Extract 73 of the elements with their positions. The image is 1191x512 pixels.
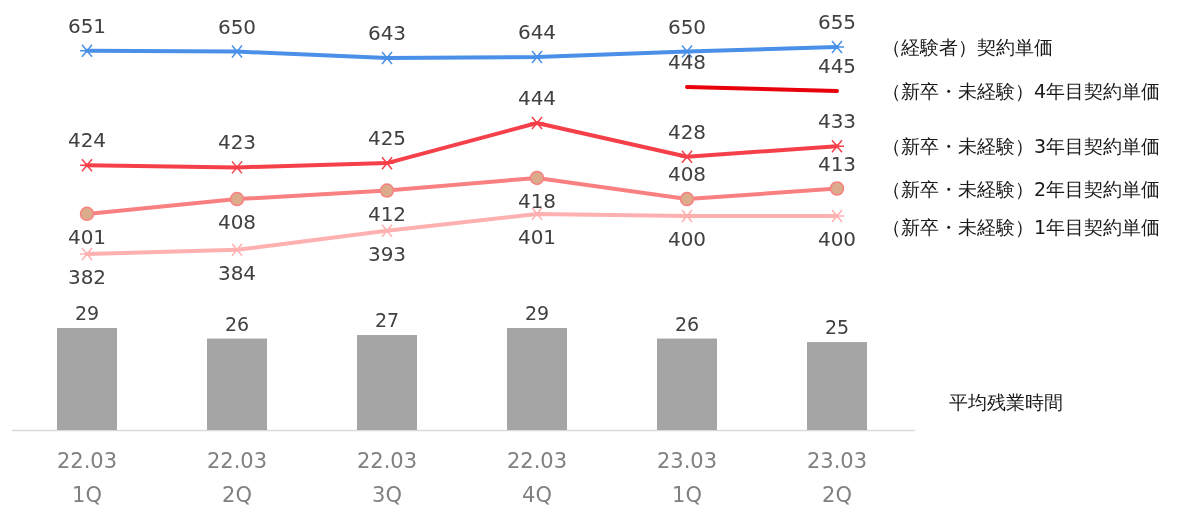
data-label: 26: [674, 312, 700, 335]
data-label: 644: [517, 20, 557, 45]
bar: [807, 342, 867, 430]
data-label: 382: [67, 265, 107, 289]
data-label: 408: [667, 162, 707, 187]
text: （新卒・未経験）4年目契約単価: [882, 80, 1161, 102]
data-label: 655: [817, 10, 857, 34]
point: [379, 183, 395, 198]
bar: [657, 338, 717, 430]
bar: [57, 328, 117, 430]
point: [679, 209, 695, 223]
data-label: 27: [374, 309, 400, 332]
data-label: 413: [817, 151, 857, 176]
x-tick-label: 22.03 2Q: [206, 449, 268, 507]
data-label: 425: [367, 126, 407, 151]
point: [529, 207, 545, 221]
data-label: 448: [667, 50, 707, 74]
bar: [507, 328, 567, 430]
data-label: 423: [217, 130, 257, 155]
point: [379, 224, 395, 238]
data-label: 25: [824, 316, 850, 339]
data-label: 26: [224, 312, 250, 335]
point: [379, 156, 395, 170]
point: [829, 181, 845, 196]
text: （新卒・未経験）2年目契約単価: [882, 177, 1161, 200]
text: （新卒・未経験）1年目契約単価: [882, 215, 1161, 238]
bar: [357, 335, 417, 430]
point: [529, 50, 545, 64]
point: [379, 51, 395, 65]
point: [679, 191, 695, 207]
data-label: 643: [367, 21, 407, 45]
data-label: 650: [217, 14, 257, 39]
data-label: 651: [67, 13, 107, 38]
series-label: （経験者）契約単価: [882, 36, 1053, 58]
text: 平均残業時間: [949, 391, 1063, 414]
data-label: 401: [517, 224, 557, 249]
data-label: 29: [524, 302, 550, 324]
point: [829, 40, 845, 54]
series-label: （新卒・未経験）3年目契約単価: [882, 135, 1161, 158]
data-label: 408: [217, 210, 257, 235]
point: [229, 160, 245, 175]
x-tick-label: 22.03 3Q: [356, 449, 418, 507]
x-tick-label: 23.03 2Q: [806, 449, 868, 507]
point: [229, 44, 245, 59]
x-tick-label: 22.03 1Q: [56, 449, 118, 507]
data-label: 428: [667, 119, 707, 144]
point: [79, 206, 95, 222]
data-label: 424: [67, 128, 107, 153]
point: [529, 170, 545, 186]
data-label: 418: [517, 188, 557, 213]
data-label: 400: [667, 226, 707, 251]
data-label: 393: [367, 241, 407, 266]
data-label: 445: [817, 54, 857, 78]
data-label: 384: [217, 260, 257, 285]
x-tick-label: 23.03 1Q: [656, 449, 718, 507]
data-label: 401: [67, 224, 107, 249]
x-tick-label: 22.03 4Q: [506, 449, 568, 507]
point: [829, 209, 845, 223]
point: [79, 158, 95, 173]
point: [829, 139, 845, 153]
point: [79, 43, 95, 58]
point: [229, 191, 245, 207]
data-label: 444: [517, 86, 557, 110]
data-label: 412: [367, 201, 407, 226]
point: [529, 116, 545, 130]
data-label: 650: [667, 14, 707, 39]
point: [679, 150, 695, 164]
data-label: 29: [74, 302, 100, 324]
bar: [207, 338, 267, 430]
data-label: 433: [817, 109, 857, 134]
data-label: 400: [817, 226, 857, 251]
point: [79, 247, 95, 261]
point: [229, 243, 245, 257]
